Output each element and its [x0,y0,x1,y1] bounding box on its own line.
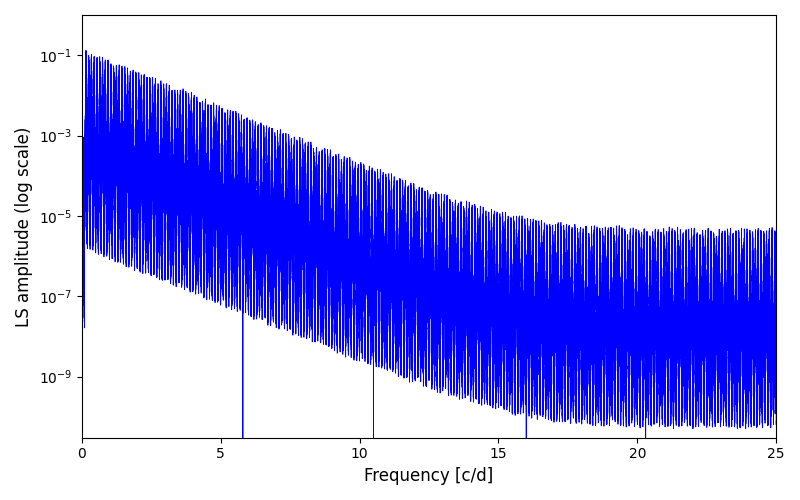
X-axis label: Frequency [c/d]: Frequency [c/d] [364,467,494,485]
Y-axis label: LS amplitude (log scale): LS amplitude (log scale) [15,126,33,326]
